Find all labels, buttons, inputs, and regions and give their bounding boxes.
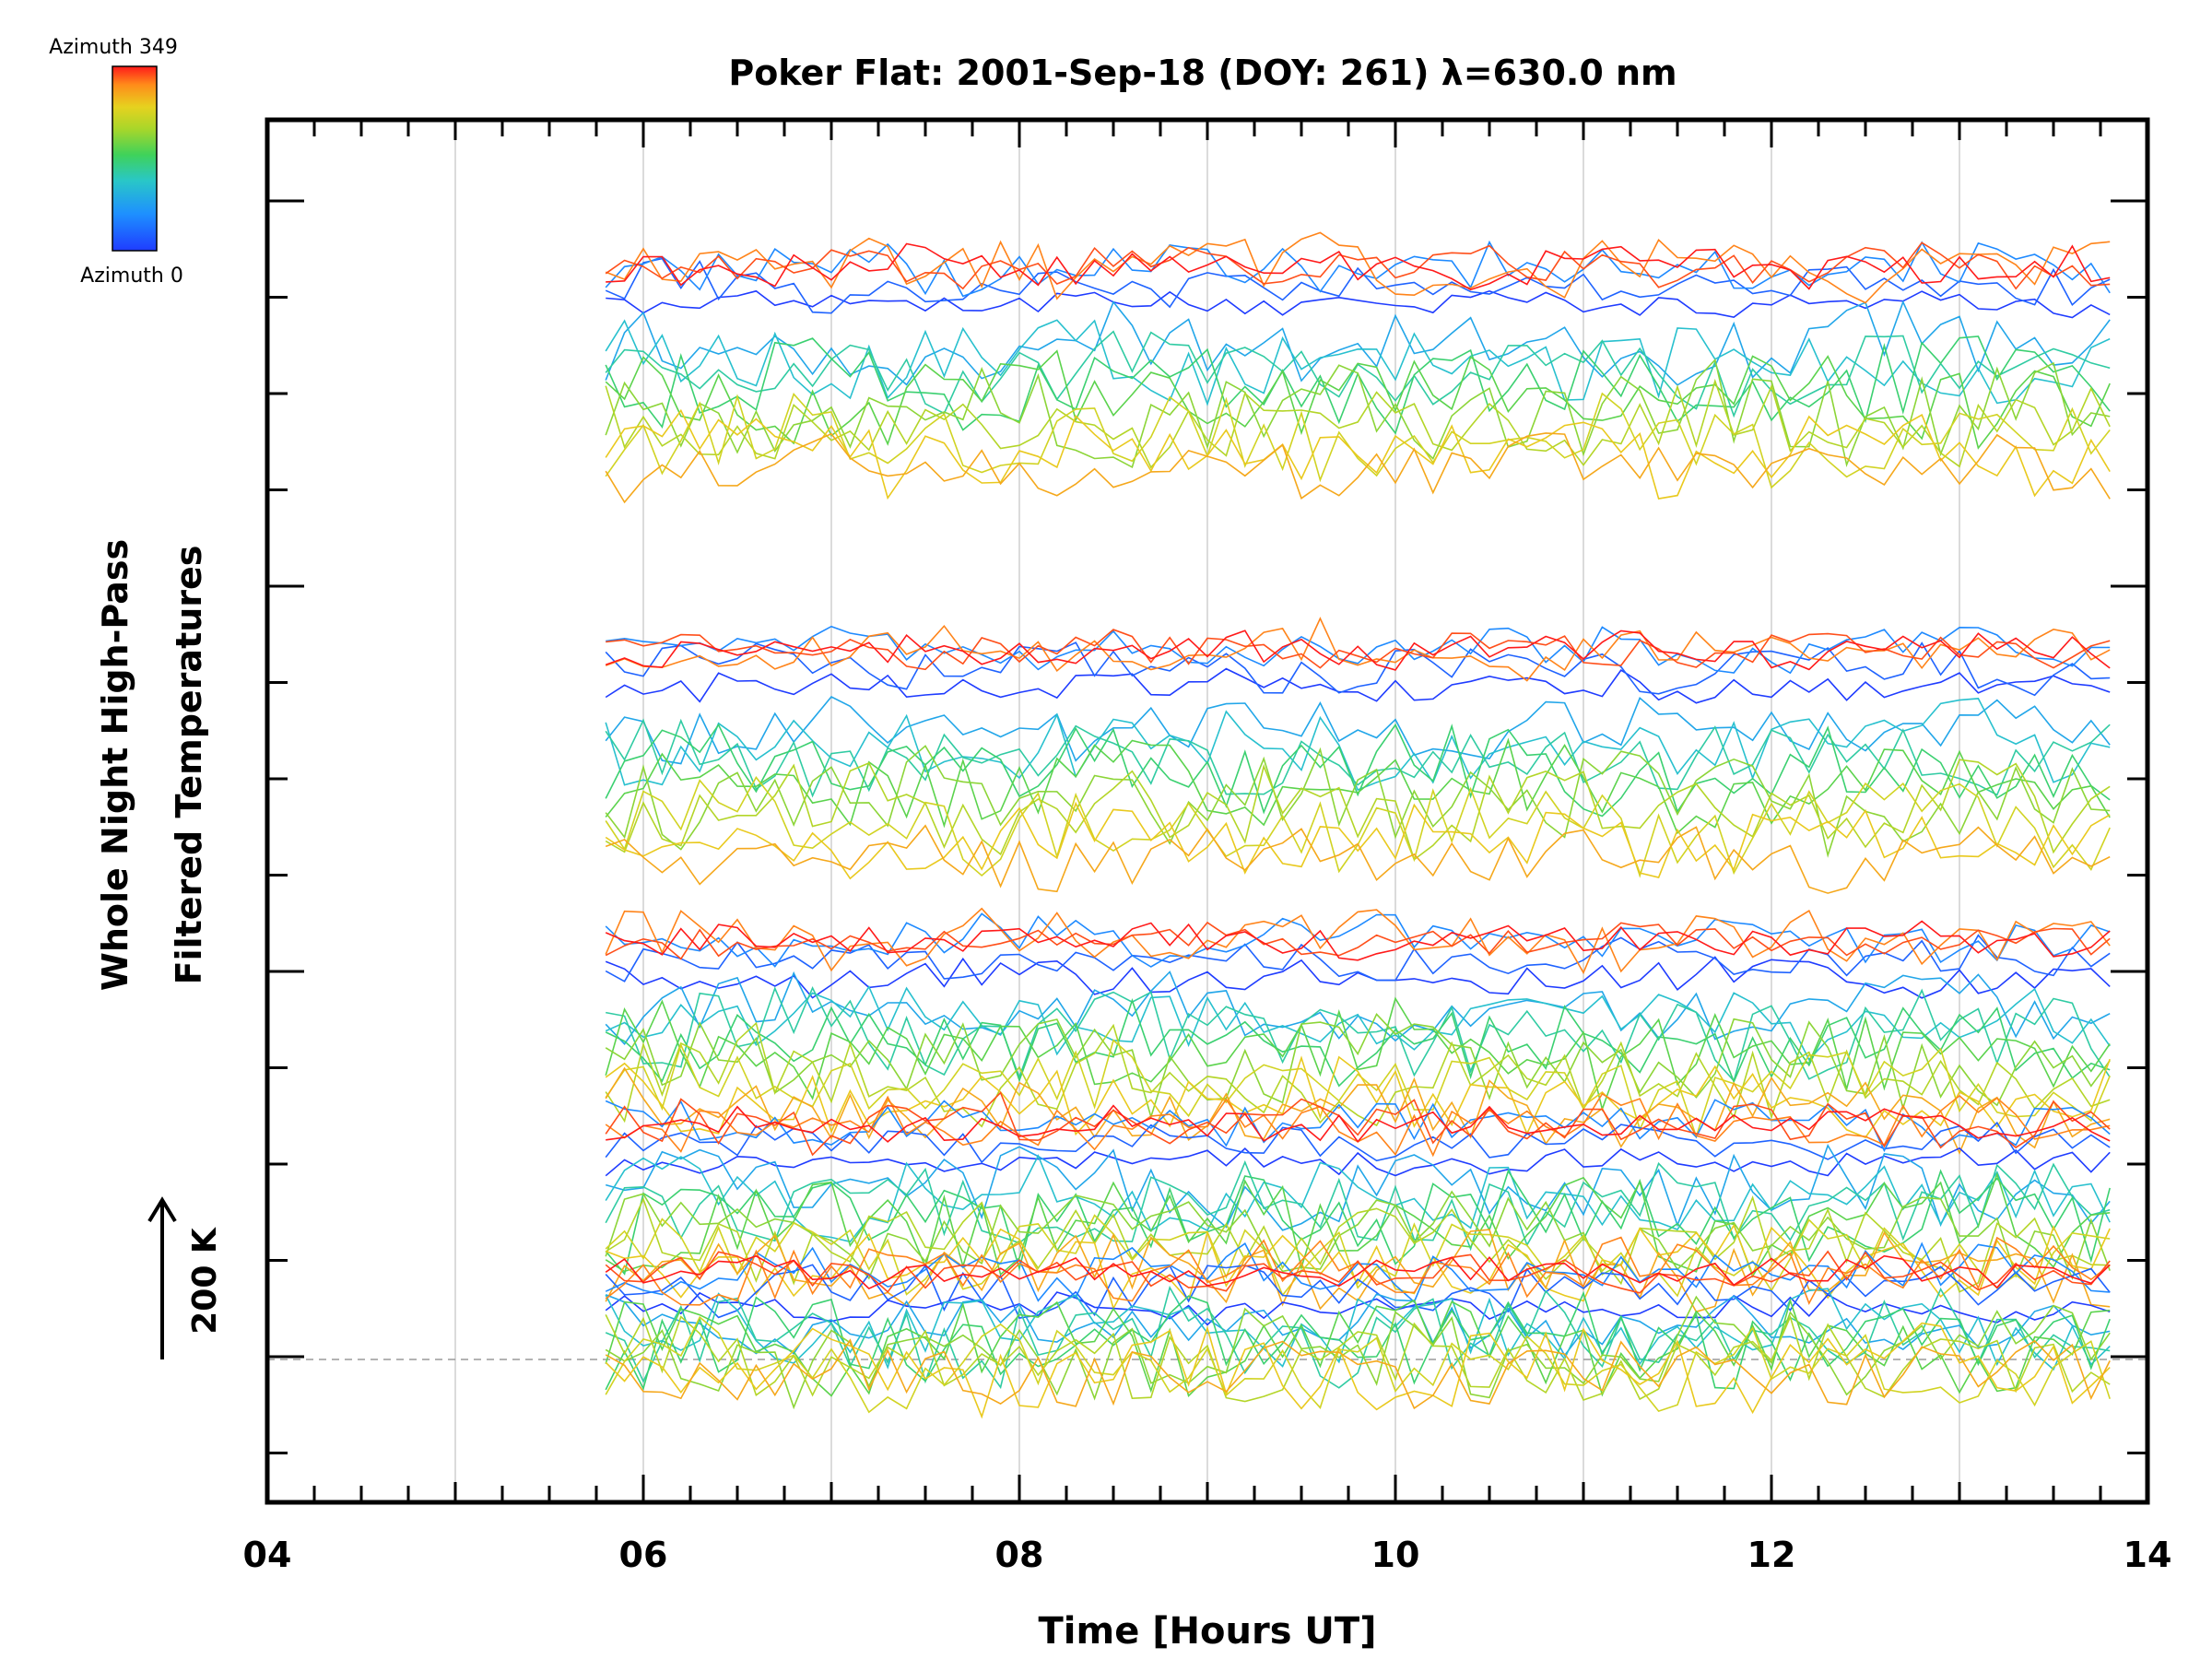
series-line bbox=[605, 1169, 2111, 1276]
series-line bbox=[605, 1039, 2111, 1139]
series-line bbox=[605, 617, 2111, 682]
series-line bbox=[605, 1236, 2111, 1306]
series-line bbox=[605, 667, 2111, 704]
series-line bbox=[605, 824, 2111, 894]
series-line bbox=[606, 242, 2111, 291]
series-line bbox=[605, 1314, 2111, 1403]
series-line bbox=[606, 629, 2111, 671]
series-line bbox=[605, 1195, 2111, 1293]
x-tick-label: 08 bbox=[995, 1535, 1044, 1575]
chart-title: Poker Flat: 2001-Sep-18 (DOY: 261) λ=630… bbox=[728, 53, 1677, 93]
series-line bbox=[605, 392, 2111, 489]
series-line bbox=[606, 985, 2111, 1083]
series-line bbox=[605, 1091, 2111, 1157]
series-line bbox=[605, 996, 2111, 1112]
colorbar-top-label: Azimuth 349 bbox=[49, 36, 178, 59]
series-line bbox=[605, 408, 2111, 500]
series-line bbox=[605, 912, 2111, 968]
series-line bbox=[605, 1285, 2111, 1390]
series-line bbox=[605, 1288, 2111, 1371]
x-tick-label: 06 bbox=[619, 1535, 668, 1575]
series-line bbox=[605, 920, 2111, 961]
series-line bbox=[605, 801, 2111, 880]
colorbar-bottom-label: Azimuth 0 bbox=[80, 265, 183, 288]
series-line bbox=[605, 1264, 2111, 1319]
series-line bbox=[605, 1055, 2111, 1139]
series-line bbox=[605, 300, 2111, 386]
series-line bbox=[605, 231, 2111, 304]
series-line bbox=[605, 1293, 2111, 1358]
series-line bbox=[605, 432, 2111, 504]
series-line bbox=[606, 1104, 2111, 1143]
series-line bbox=[605, 1154, 2111, 1243]
series-line bbox=[605, 1338, 2111, 1410]
series-line bbox=[605, 1298, 2111, 1398]
scale-label: 200 K bbox=[186, 1227, 224, 1335]
x-tick-label: 12 bbox=[1747, 1535, 1796, 1575]
series-line bbox=[605, 718, 2111, 798]
series-line bbox=[605, 1121, 2111, 1164]
series-line bbox=[605, 759, 2111, 861]
x-tick-label: 04 bbox=[243, 1535, 292, 1575]
x-tick-label: 10 bbox=[1371, 1535, 1420, 1575]
series-line bbox=[605, 629, 2111, 671]
x-axis-label: Time [Hours UT] bbox=[1039, 1610, 1377, 1653]
series-line bbox=[605, 257, 2111, 314]
series-line bbox=[605, 1144, 2111, 1231]
series-line bbox=[605, 1190, 2111, 1280]
colorbar bbox=[112, 65, 158, 252]
series-line bbox=[605, 1147, 2111, 1177]
series-line bbox=[605, 1291, 2111, 1326]
y-axis-label-line2: Filtered Temperatures bbox=[169, 546, 209, 985]
series-line bbox=[605, 1171, 2111, 1278]
series-line bbox=[605, 319, 2111, 406]
series-line bbox=[605, 1159, 2111, 1252]
scale-arrowhead bbox=[147, 1196, 177, 1223]
series-line bbox=[605, 737, 2111, 835]
series-line bbox=[605, 1241, 2111, 1303]
series-line bbox=[605, 1315, 2111, 1414]
series-line bbox=[605, 1322, 2111, 1419]
series-line bbox=[605, 641, 2111, 697]
series-line bbox=[605, 1012, 2111, 1120]
scale-bar: 200 K bbox=[147, 1196, 224, 1359]
series-line bbox=[605, 698, 2111, 792]
colorbar-legend: Azimuth 349 Azimuth 0 bbox=[49, 36, 183, 288]
series-layer bbox=[605, 231, 2111, 1419]
series-line bbox=[605, 1066, 2111, 1155]
series-line bbox=[605, 1290, 2111, 1391]
series-line bbox=[605, 378, 2111, 469]
series-line bbox=[605, 956, 2111, 999]
series-line bbox=[605, 358, 2111, 469]
series-line bbox=[605, 984, 2111, 1062]
series-line bbox=[605, 241, 2111, 290]
series-line bbox=[605, 1214, 2111, 1298]
series-line bbox=[605, 971, 2111, 1045]
series-line bbox=[605, 695, 2111, 765]
y-axis-label-line1: Whole Night High-Pass bbox=[95, 539, 135, 991]
series-line bbox=[605, 1254, 2111, 1290]
series-line bbox=[605, 349, 2111, 450]
series-line bbox=[605, 745, 2111, 858]
tick-layer: 04 06 08 10 12 14 bbox=[243, 120, 2172, 1575]
series-line bbox=[605, 907, 2111, 975]
series-line bbox=[605, 1250, 2111, 1294]
x-tick-label: 14 bbox=[2124, 1535, 2172, 1575]
series-line bbox=[606, 625, 2111, 675]
series-line bbox=[605, 921, 2111, 960]
